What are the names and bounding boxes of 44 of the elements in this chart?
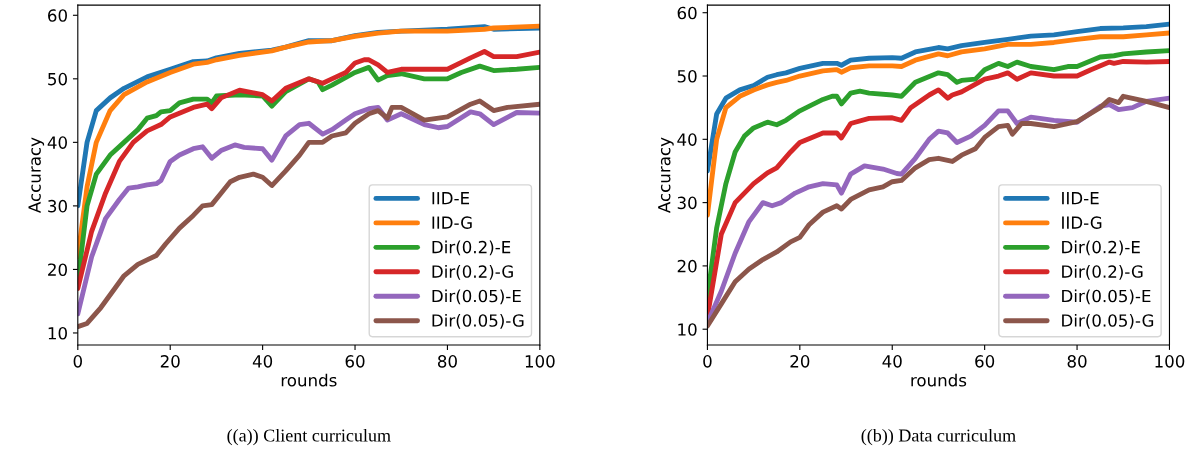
y-tick-label: 40 <box>47 136 67 149</box>
y-tick-label: 60 <box>677 6 697 20</box>
y-tick-label: 20 <box>677 259 697 273</box>
legend-label: Dir(0.2)-E <box>432 240 511 256</box>
y-axis-title: Accuracy <box>658 137 674 213</box>
y-tick-label: 60 <box>48 9 67 22</box>
line-series <box>707 21 1170 174</box>
y-tick-label: 50 <box>677 69 697 83</box>
y-tick-label: 30 <box>677 196 697 210</box>
x-tick-label: 20 <box>790 355 810 368</box>
x-tick-label: 80 <box>1067 355 1087 368</box>
legend-label: Dir(0.05)-G <box>1062 313 1154 329</box>
y-axis-title: Accuracy <box>28 137 45 213</box>
y-tick-label: 30 <box>48 199 67 213</box>
legend-label: Dir(0.2)-G <box>432 264 513 280</box>
legend-label: Dir(0.05)-E <box>1062 289 1151 305</box>
x-tick-label: 80 <box>437 355 457 368</box>
x-tick-label: 100 <box>525 355 555 368</box>
legend-label: IID-E <box>432 192 470 205</box>
x-tick-label: 60 <box>975 355 995 368</box>
legend-label: IID-E <box>1062 192 1099 205</box>
y-tick-label: 10 <box>678 323 697 336</box>
x-tick-label: 0 <box>703 355 712 368</box>
y-tick-label: 20 <box>48 263 67 276</box>
x-tick-label: 40 <box>882 355 902 368</box>
y-tick-label: 40 <box>677 133 697 146</box>
legend-label: IID-G <box>432 216 472 229</box>
x-tick-label: 60 <box>345 355 365 368</box>
legend-label: Dir(0.05)-E <box>432 289 521 305</box>
text: ((b)) Data curriculum <box>861 428 1016 446</box>
x-axis-title: rounds <box>281 373 337 387</box>
legend-label: Dir(0.2)-G <box>1062 264 1143 280</box>
legend-label: Dir(0.2)-E <box>1062 240 1140 256</box>
y-tick-label: 50 <box>48 72 67 86</box>
legend-label: IID-G <box>1062 216 1102 229</box>
x-tick-label: 0 <box>73 355 82 368</box>
line-series <box>707 30 1170 218</box>
text: ((a)) Client curriculum <box>227 428 391 446</box>
x-tick-label: 20 <box>160 355 180 368</box>
x-tick-label: 100 <box>1155 355 1185 368</box>
x-axis-title: rounds <box>911 373 967 387</box>
y-tick-label: 10 <box>48 326 67 340</box>
x-tick-label: 40 <box>252 355 273 368</box>
legend-label: Dir(0.05)-G <box>432 313 524 329</box>
